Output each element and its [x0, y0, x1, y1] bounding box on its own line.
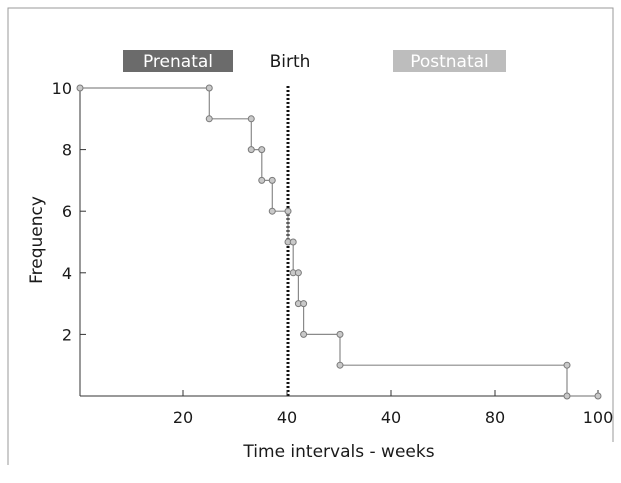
data-point	[563, 392, 571, 400]
postnatal-band	[393, 50, 506, 72]
y-axis-title: Frequency	[27, 196, 47, 284]
data-point	[268, 207, 276, 215]
x-tick-label: 40	[277, 408, 297, 427]
x-tick-label: 80	[485, 408, 505, 427]
data-point	[258, 176, 266, 184]
postnatal-band-label: Postnatal	[410, 52, 489, 72]
prenatal-band-label: Prenatal	[143, 52, 213, 72]
chart-border	[7, 7, 614, 465]
y-tick-label: 2	[62, 325, 72, 344]
ticks: 20 40 40 80 100 2 4 6 8 10	[52, 79, 614, 427]
prenatal-band	[123, 50, 233, 72]
data-point	[289, 238, 297, 246]
data-point	[563, 361, 571, 369]
data-point	[336, 330, 344, 338]
data-point	[247, 146, 255, 154]
data-point	[336, 361, 344, 369]
data-point	[247, 115, 255, 123]
data-point	[205, 115, 213, 123]
x-tick-label: 20	[173, 408, 193, 427]
series	[76, 84, 602, 400]
x-tick-label: 100	[583, 408, 614, 427]
x-axis-title: Time intervals - weeks	[242, 442, 434, 462]
data-point	[294, 269, 302, 277]
data-point	[205, 84, 213, 92]
x-tick-label: 40	[381, 408, 401, 427]
data-point	[300, 300, 308, 308]
birth-label: Birth	[270, 52, 311, 72]
y-tick-label: 6	[62, 202, 72, 221]
data-point	[594, 392, 602, 400]
data-point	[300, 330, 308, 338]
y-tick-label: 8	[62, 141, 72, 160]
y-tick-label: 10	[52, 79, 72, 98]
y-tick-label: 4	[62, 264, 72, 283]
series-line	[80, 87, 598, 397]
data-point	[284, 207, 292, 215]
data-point	[268, 176, 276, 184]
data-point	[258, 146, 266, 154]
data-point	[76, 84, 84, 92]
